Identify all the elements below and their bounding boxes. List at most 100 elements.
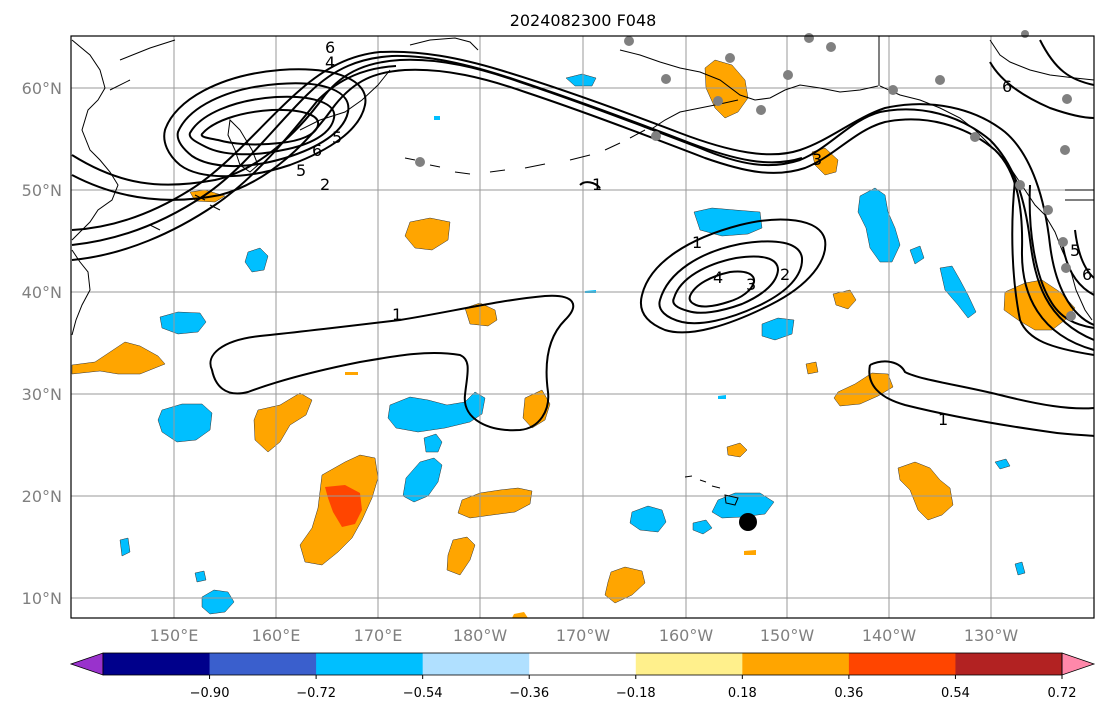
contour-label: 1 [692,233,702,252]
lat-label: 60°N [22,79,62,98]
colorbar-segment [422,653,530,675]
contour-label: 3 [746,275,756,294]
station-marker [1061,263,1071,273]
colorbar-tick-label: −0.72 [296,686,336,701]
negative-anomaly-patch [565,73,597,87]
lon-label: 180°W [453,626,508,645]
asia-coastline [71,249,91,336]
contour-label: 6 [312,141,322,160]
border-line [1065,189,1094,201]
station-marker [1058,237,1068,247]
contour-ring-6 [188,95,336,156]
colorbar-extend-low [69,652,104,676]
contour-label: 5 [296,161,306,180]
negative-anomaly-patch [711,492,775,519]
station-marker [415,157,425,167]
lon-label: 160°W [659,626,714,645]
lon-label: 170°W [556,626,611,645]
station-marker [725,53,735,63]
alaska-coastline [619,49,879,101]
station-marker [783,70,793,80]
lon-label: 150°E [150,626,199,645]
contour-ring-3 [672,255,780,314]
station-marker [1062,94,1072,104]
contour-label: 2 [780,265,790,284]
hawaii-islands [684,475,739,506]
positive-anomaly-patch [811,147,839,176]
colorbar-tick-label: −0.18 [616,686,656,701]
positive-anomaly-patch [604,566,646,604]
contour-line [209,294,575,432]
negative-anomaly-patch [159,311,207,335]
colorbar [69,652,1096,676]
positive-anomaly-patch [522,389,551,429]
lat-label: 10°N [22,589,62,608]
positive-anomaly-patch [512,612,528,618]
station-marker [1066,311,1076,321]
contour-line [71,68,1095,351]
lat-label: 20°N [22,487,62,506]
colorbar-segment [635,653,743,675]
station-marker [1060,145,1070,155]
lon-label: 150°W [760,626,815,645]
contour-ring-6 [163,68,367,178]
negative-anomaly-patch [119,537,131,557]
contour-label: 4 [325,53,335,72]
longitude-labels: 150°E 160°E 170°E 180°W 170°W 160°W 150°… [150,626,1019,645]
contour-label: 1 [392,305,402,324]
station-marker [935,75,945,85]
colorbar-tick-label: −0.54 [403,686,443,701]
contour-line [71,50,1095,326]
station-marker [1021,30,1029,38]
sea-of-okhotsk-coastline [109,39,176,91]
negative-anomaly-patch [387,391,486,433]
negative-anomaly-patch [761,317,795,341]
contour-label: 6 [1002,77,1012,96]
station-marker [756,105,766,115]
positive-anomaly-patch [805,361,819,375]
map-frame [70,35,1095,619]
contour-labels: 6 4 5 6 5 2 1 1 4 3 2 1 3 1 6 5 6 [296,38,1092,429]
negative-anomaly-patch [629,505,667,533]
station-marker [713,96,723,106]
contour-label: 1 [592,175,602,194]
contour-label: 2 [320,175,330,194]
station-marker [1043,205,1053,215]
contour-line [868,364,1095,437]
aleutian-islands [404,129,646,175]
contour-label: 3 [812,150,822,169]
colorbar-tick-label: −0.36 [509,686,549,701]
negative-anomaly-patch [692,519,713,535]
contour-label: 5 [1070,241,1080,260]
positive-anomaly-patch [832,289,857,310]
lon-label: 140°W [862,626,917,645]
contour-label: 6 [1082,265,1092,284]
contour-line [1011,179,1095,356]
station-marker [804,33,814,43]
asia-coastline [71,39,119,241]
contour-ring-4 [688,270,756,308]
positive-anomaly-patch [744,550,756,555]
contour-ring-1 [640,218,827,334]
lon-label: 170°E [354,626,403,645]
contour-label: 5 [332,128,342,147]
kamchatka-coastline [227,118,259,173]
contour-label: 4 [713,268,723,287]
colorbar-segment [529,653,637,675]
colorbar-segment [316,653,424,675]
negative-anomaly-patch [157,403,213,443]
negative-anomaly-patch [909,245,925,265]
colorbar-tick-label: 0.54 [941,686,970,701]
colorbar-segment [742,653,850,675]
lon-label: 130°W [964,626,1019,645]
map-title: 2024082300 F048 [510,11,657,30]
negative-anomaly-patch [244,247,269,273]
station-marker [661,74,671,84]
contour-lines [71,39,1095,437]
lon-label: 160°E [252,626,301,645]
colorbar-segment [955,653,1063,675]
negative-anomaly-patch [994,458,1011,470]
contour-ring-5 [176,82,350,167]
colorbar-tick-label: −0.90 [190,686,230,701]
